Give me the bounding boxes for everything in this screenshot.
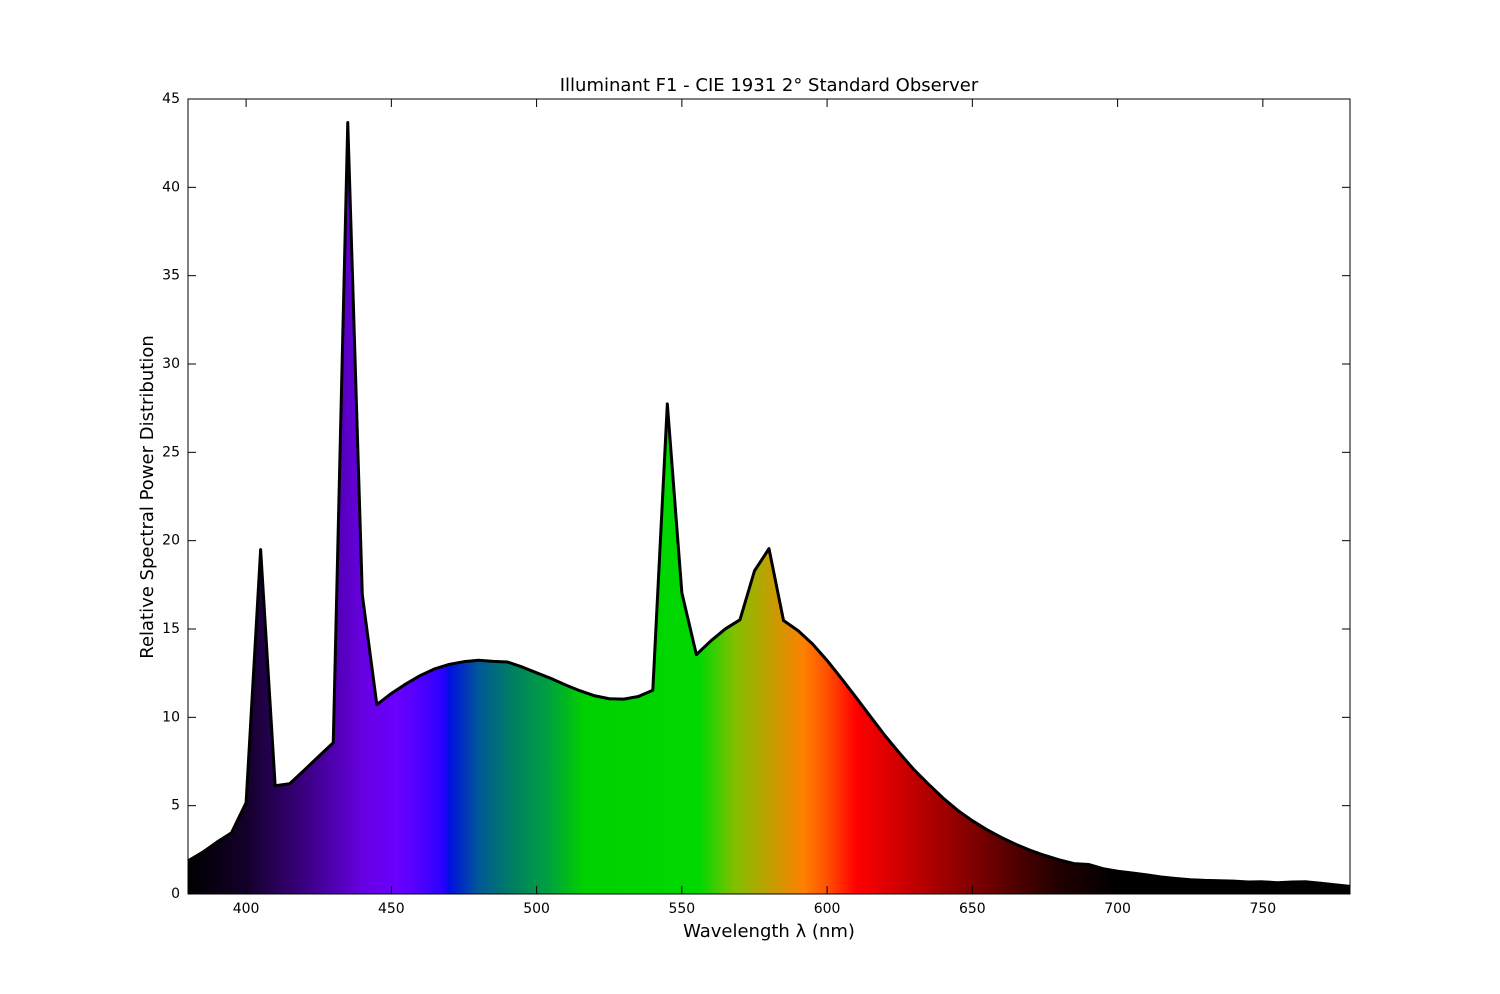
x-tick-label: 700 xyxy=(1104,901,1131,917)
x-tick-label: 650 xyxy=(959,901,986,917)
y-tick-label: 40 xyxy=(162,179,180,195)
x-tick-label: 400 xyxy=(233,901,260,917)
x-tick-label: 450 xyxy=(378,901,405,917)
chart-title: Illuminant F1 - CIE 1931 2° Standard Obs… xyxy=(560,75,979,96)
y-tick-label: 0 xyxy=(171,886,180,902)
area-fill xyxy=(188,122,1350,894)
y-axis-label: Relative Spectral Power Distribution xyxy=(137,335,158,659)
plot-frame xyxy=(187,98,1351,895)
x-tick-label: 550 xyxy=(668,901,695,917)
y-tick-label: 5 xyxy=(171,798,180,814)
x-axis-label: Wavelength λ (nm) xyxy=(683,921,855,942)
y-tick-label: 45 xyxy=(162,91,180,107)
y-tick-label: 10 xyxy=(162,709,180,725)
spectrum-line xyxy=(187,121,1351,888)
y-tick-label: 35 xyxy=(162,268,180,284)
y-tick-label: 20 xyxy=(162,533,180,549)
x-tick-label: 500 xyxy=(523,901,550,917)
x-tick-label: 750 xyxy=(1249,901,1276,917)
x-tick-label: 600 xyxy=(814,901,841,917)
y-tick-label: 30 xyxy=(162,356,180,372)
y-tick-label: 15 xyxy=(162,621,180,637)
y-tick-label: 25 xyxy=(162,444,180,460)
